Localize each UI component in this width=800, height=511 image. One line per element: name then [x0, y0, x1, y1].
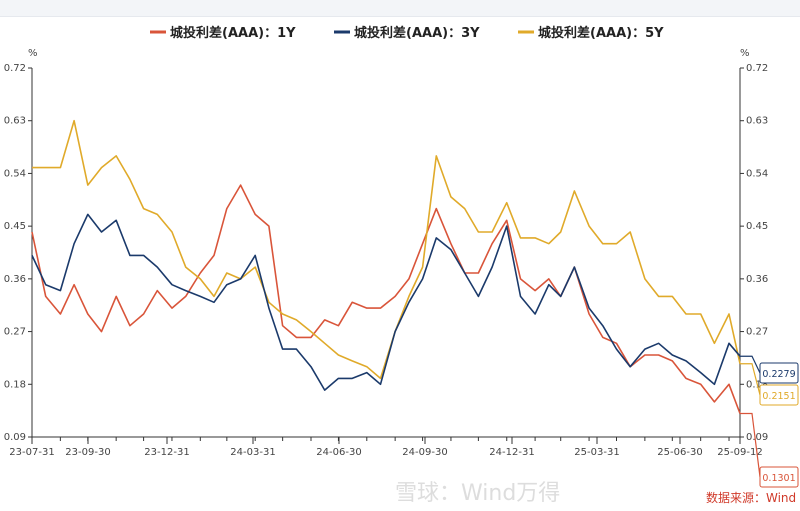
y-tick-label-right: 0.27 [746, 327, 768, 338]
y-tick-label-right: 0.54 [746, 168, 768, 179]
y-tick-label-left: 0.45 [4, 221, 26, 232]
y-tick-label-right: 0.36 [746, 274, 768, 285]
last-value-box [759, 362, 799, 384]
last-value-label: 0.2151 [762, 391, 795, 402]
label-leader [740, 412, 761, 478]
watermark: 雪球：Wind万得 [395, 481, 560, 506]
top-bar [0, 0, 800, 17]
x-tick-label: 24-03-31 [230, 447, 275, 458]
legend-label: 城投利差(AAA)：3Y [354, 25, 480, 41]
x-tick-label: 23-12-31 [144, 447, 189, 458]
series-lines [31, 119, 741, 414]
label-leader [740, 363, 761, 396]
x-tick-label: 25-03-31 [574, 447, 619, 458]
axes: 0.09 0.090.18 0.180.27 0.270.36 0.360.45 0.45… [4, 63, 769, 458]
series-line-2 [31, 213, 741, 391]
x-tick-label: 24-09-30 [402, 447, 447, 458]
y-unit-left: % [28, 48, 38, 59]
legend-label: 城投利差(AAA)：5Y [538, 25, 664, 41]
y-tick-label-left: 0.72 [4, 63, 26, 74]
y-tick-label-left: 0.18 [4, 379, 26, 390]
y-tick-label-left: 0.63 [4, 116, 26, 127]
y-tick-label-left: 0.27 [4, 327, 26, 338]
y-unit-right: % [740, 48, 750, 59]
x-tick-label: 24-12-31 [489, 447, 534, 458]
x-tick-label: 23-09-30 [65, 447, 110, 458]
x-tick-label: 25-09-12 [717, 447, 762, 458]
last-value-label: 0.1301 [762, 473, 795, 484]
last-value-labels: 0.1301 0.2279 0.2151 [740, 355, 799, 488]
label-leader [740, 355, 761, 374]
y-tick-label-left: 0.09 [4, 432, 26, 443]
y-tick-label-right: 0.09 [746, 432, 768, 443]
series-line-3 [32, 119, 741, 380]
x-tick-label: 24-06-30 [316, 447, 361, 458]
x-tick-label: 25-06-30 [657, 447, 702, 458]
y-tick-label-right: 0.72 [746, 63, 768, 74]
x-tick-label: 23-07-31 [9, 447, 54, 458]
last-value-box [759, 466, 799, 488]
y-tick-label-left: 0.36 [4, 274, 26, 285]
last-value-box [759, 384, 799, 406]
source-note: 数据来源：Wind [706, 490, 796, 505]
legend: 城投利差(AAA)：1Y 城投利差(AAA)：3Y 城投利差(AAA)：5Y [150, 25, 664, 41]
y-tick-label-left: 0.54 [4, 168, 26, 179]
series-line-1 [31, 184, 741, 414]
last-value-label: 0.2279 [762, 369, 795, 380]
y-tick-label-right: 0.63 [746, 116, 768, 127]
y-tick-label-right: 0.45 [746, 221, 768, 232]
legend-label: 城投利差(AAA)：1Y [170, 25, 296, 41]
